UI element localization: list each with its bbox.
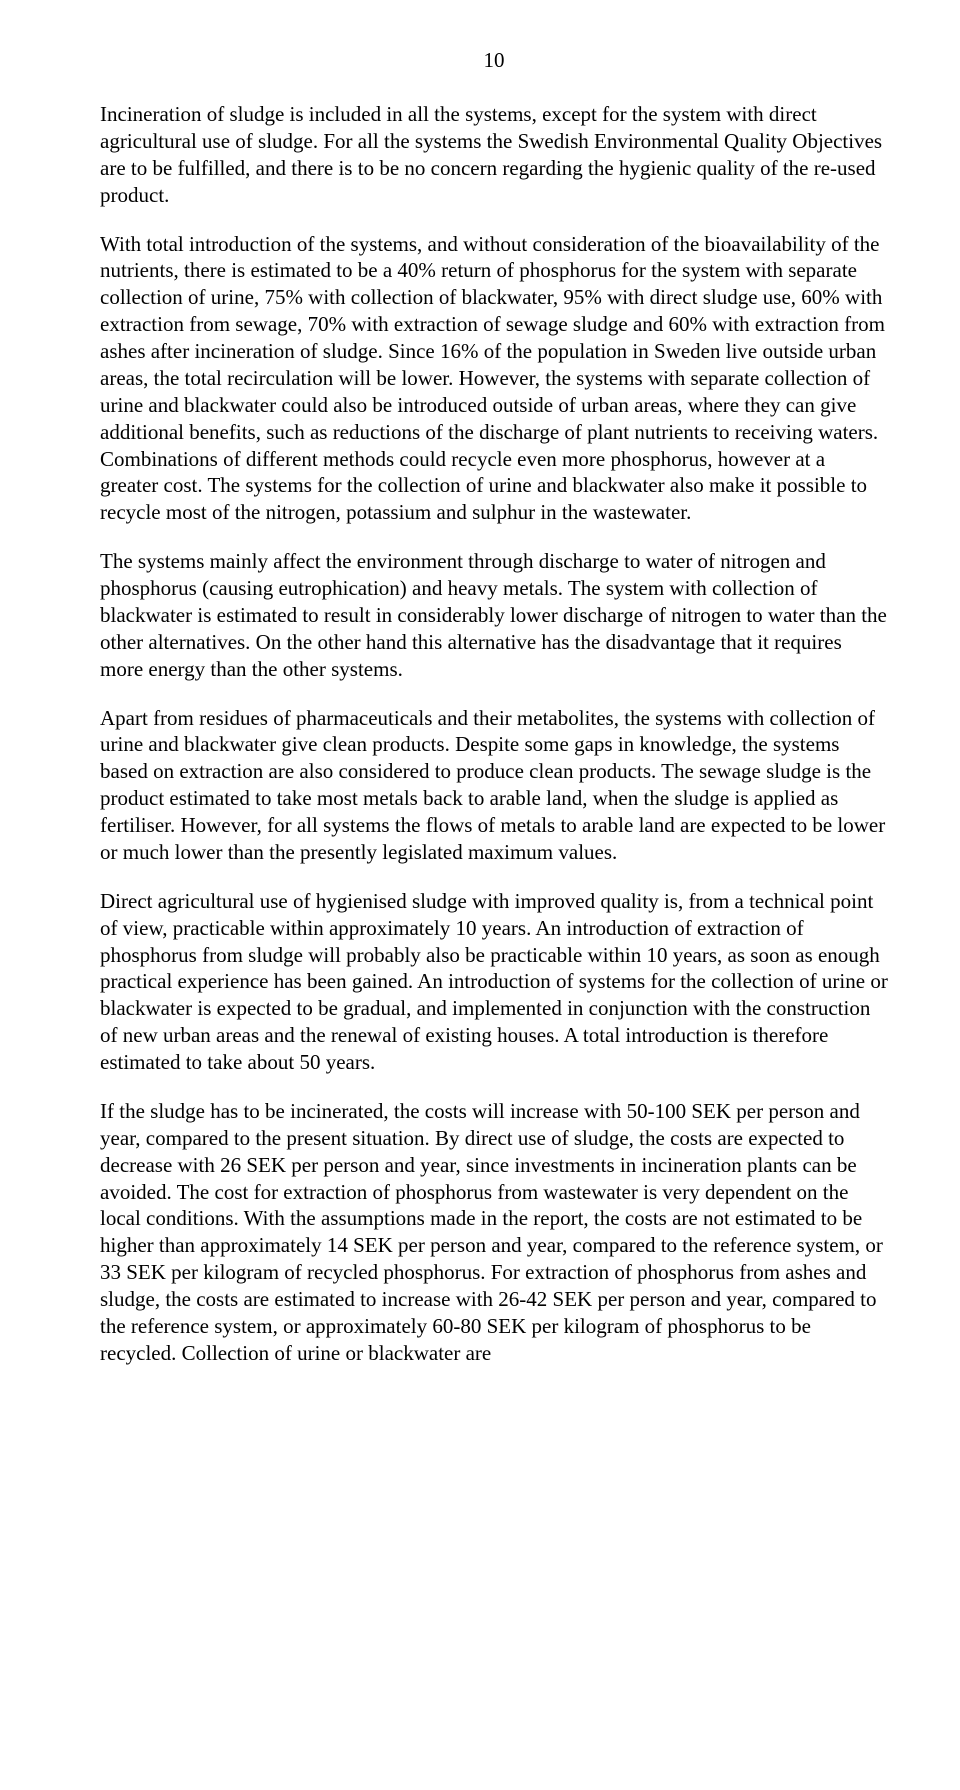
- paragraph-2: With total introduction of the systems, …: [100, 231, 888, 527]
- paragraph-1: Incineration of sludge is included in al…: [100, 101, 888, 209]
- paragraph-3: The systems mainly affect the environmen…: [100, 548, 888, 682]
- paragraph-4: Apart from residues of pharmaceuticals a…: [100, 705, 888, 866]
- paragraph-5: Direct agricultural use of hygienised sl…: [100, 888, 888, 1076]
- page-number: 10: [100, 48, 888, 73]
- paragraph-6: If the sludge has to be incinerated, the…: [100, 1098, 888, 1367]
